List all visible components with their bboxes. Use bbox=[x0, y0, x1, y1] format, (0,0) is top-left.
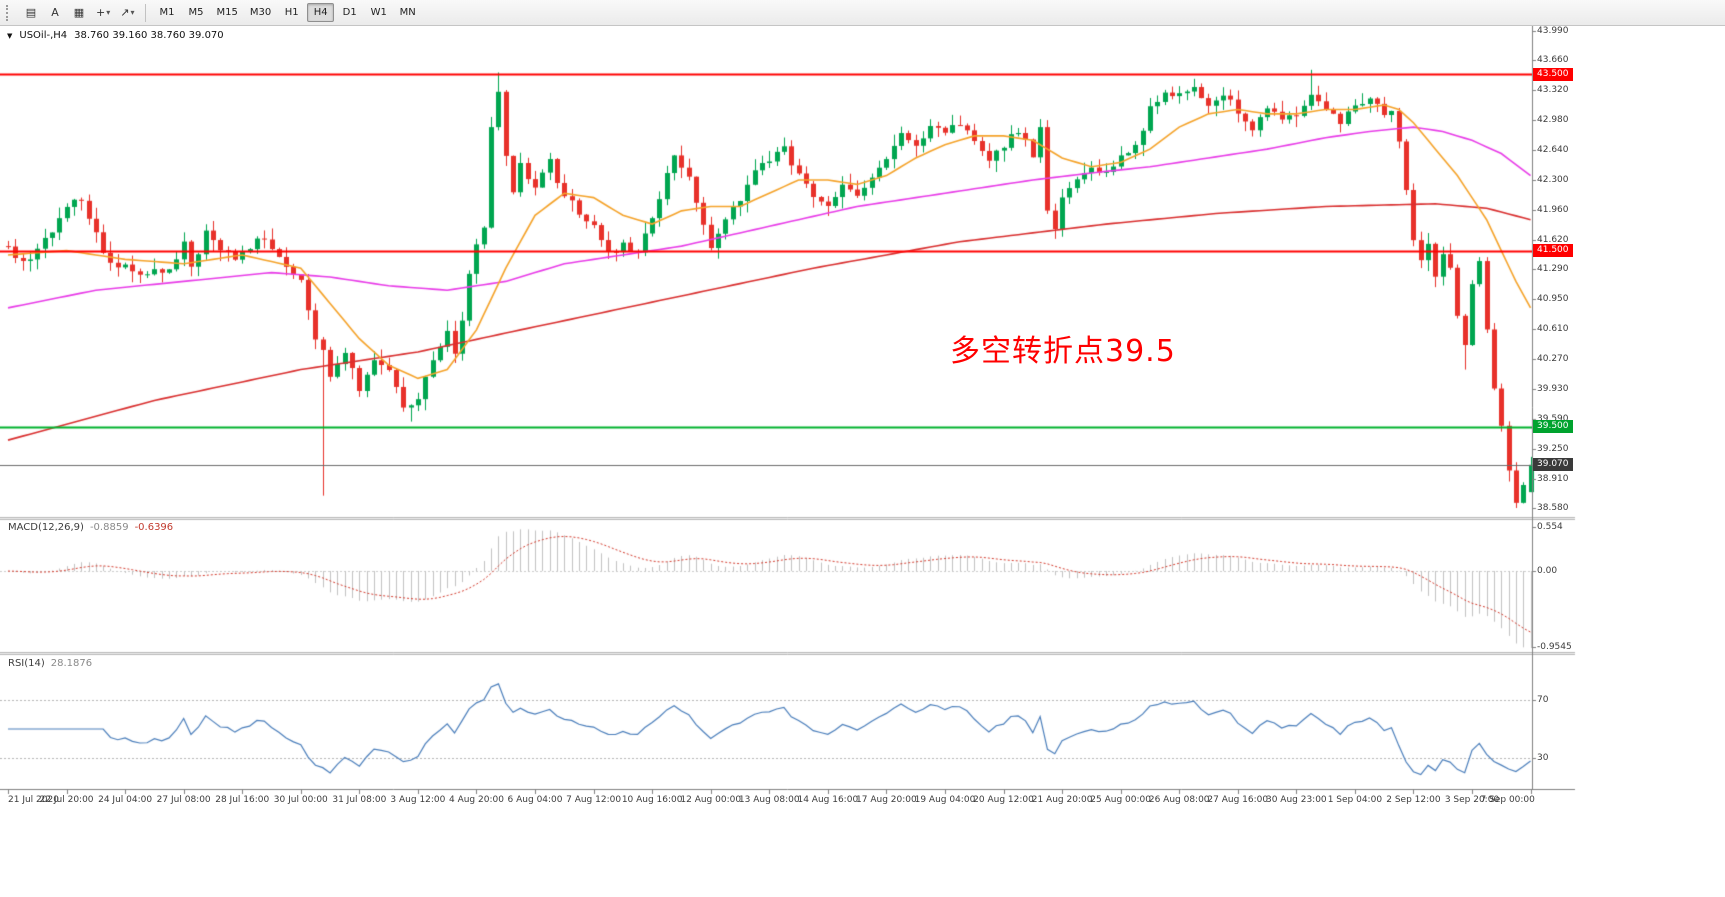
trendline-tool-icon: ↗ bbox=[120, 6, 130, 19]
ohlc-readout: 38.760 39.160 38.760 39.070 bbox=[74, 30, 224, 41]
hatch-pattern-tool-icon: ▤ bbox=[25, 6, 37, 19]
time-axis-label: 17 Aug 20:00 bbox=[856, 795, 917, 805]
price-axis-label: 42.300 bbox=[1537, 175, 1569, 185]
time-axis[interactable]: 21 Jul 2020 22 Jul 20:00 24 Jul 04:00 27 Ju… bbox=[0, 795, 1575, 810]
time-axis-label: 6 Aug 04:00 bbox=[507, 795, 563, 805]
time-axis-label: 20 Aug 12:00 bbox=[973, 795, 1034, 805]
timeframe-m5-button[interactable]: M5 bbox=[182, 3, 209, 22]
price-axis-label: 39.590 bbox=[1537, 413, 1569, 424]
timeframe-d1-button[interactable]: D1 bbox=[336, 3, 363, 22]
time-axis-label: 3 Aug 12:00 bbox=[390, 795, 446, 805]
macd-signal-value: -0.6396 bbox=[134, 522, 174, 533]
object-list-tool-button[interactable]: ▦ bbox=[68, 3, 90, 23]
time-axis-label: 31 Jul 08:00 bbox=[332, 795, 387, 805]
object-list-tool-icon: ▦ bbox=[73, 6, 85, 19]
time-axis-label: 30 Jul 00:00 bbox=[273, 795, 328, 805]
time-axis-label: 2 Sep 12:00 bbox=[1386, 795, 1441, 805]
time-axis-label: 24 Jul 04:00 bbox=[98, 795, 153, 805]
price-axis-label: 43.660 bbox=[1537, 55, 1569, 66]
timeframe-h1-button[interactable]: H1 bbox=[278, 3, 305, 22]
time-axis-label: 3 Sep 20:00 bbox=[1444, 795, 1500, 805]
chevron-down-icon: ▾ bbox=[130, 8, 135, 17]
price-axis-label: 38.910 bbox=[1537, 473, 1569, 484]
macd-axis-label: -0.9545 bbox=[1537, 642, 1572, 652]
macd-main-value: -0.8859 bbox=[89, 522, 129, 533]
price-axis-label: 43.990 bbox=[1537, 26, 1569, 36]
crosshair-tool-button[interactable]: + ▾ bbox=[92, 3, 114, 23]
time-axis-label: 10 Aug 16:00 bbox=[621, 795, 683, 805]
time-axis-label: 1 Sep 04:00 bbox=[1327, 795, 1383, 805]
time-axis-label: 27 Jul 08:00 bbox=[156, 795, 211, 805]
price-axis-label: 38.580 bbox=[1537, 502, 1569, 513]
chart-header: ▼ USOil-,H4 38.760 39.160 38.760 39.070 bbox=[7, 30, 224, 41]
crosshair-tool-icon: + bbox=[96, 6, 106, 19]
time-axis-label: 27 Aug 16:00 bbox=[1207, 795, 1269, 805]
timeframe-m30-button[interactable]: M30 bbox=[245, 3, 276, 22]
time-axis-label: 28 Jul 16:00 bbox=[215, 795, 270, 805]
time-axis-label: 25 Aug 00:00 bbox=[1090, 795, 1151, 805]
time-axis-label: 22 Jul 20:00 bbox=[39, 795, 94, 805]
macd-axis-label: 0.554 bbox=[1537, 522, 1563, 532]
resistance-line-price-label: 43.500 bbox=[1533, 67, 1573, 81]
price-axis-label: 40.950 bbox=[1537, 294, 1569, 305]
toolbar-separator bbox=[145, 3, 147, 22]
macd-indicator-label: MACD(12,26,9) -0.8859 -0.6396 bbox=[8, 522, 173, 533]
time-axis-label: 13 Aug 08:00 bbox=[738, 795, 800, 805]
text-tool-button[interactable]: A bbox=[44, 3, 66, 23]
text-tool-icon: A bbox=[51, 6, 59, 19]
price-axis-label: 39.930 bbox=[1537, 383, 1569, 394]
time-axis-label: 4 Aug 20:00 bbox=[448, 795, 504, 805]
rsi-name: RSI(14) bbox=[8, 658, 45, 669]
toolbar-grip[interactable] bbox=[6, 4, 13, 21]
support-line-price-label: 39.500 bbox=[1533, 420, 1573, 434]
price-axis-label: 41.620 bbox=[1537, 234, 1569, 245]
timeframe-group: M1 M5 M15 M30 H1 H4 D1 W1 MN bbox=[152, 3, 422, 22]
rsi-indicator-label: RSI(14) 28.1876 bbox=[8, 658, 92, 669]
chart-canvas[interactable] bbox=[0, 0, 1580, 815]
time-axis-label: 21 Jul 2020 bbox=[8, 795, 59, 805]
hatch-pattern-tool-button[interactable]: ▤ bbox=[20, 3, 42, 23]
price-axis-label: 43.320 bbox=[1537, 85, 1569, 96]
price-axis-label: 40.270 bbox=[1537, 353, 1569, 364]
rsi-value: 28.1876 bbox=[50, 658, 93, 669]
timeframe-m15-button[interactable]: M15 bbox=[211, 3, 242, 22]
toolbar: ▤ A ▦ + ▾ ↗ ▾ M1 M5 M15 M30 H1 H4 D1 W1 MN bbox=[0, 0, 1725, 26]
time-axis-label: 14 Aug 16:00 bbox=[797, 795, 859, 805]
price-axis-label: 42.980 bbox=[1537, 115, 1569, 126]
trendline-tool-button[interactable]: ↗ ▾ bbox=[116, 3, 138, 23]
price-axis-label: 41.290 bbox=[1537, 264, 1569, 275]
chart-text-annotation[interactable]: 多空转折点39.5 bbox=[950, 334, 1176, 369]
timeframe-h4-button[interactable]: H4 bbox=[307, 3, 335, 22]
time-axis-label: 26 Aug 08:00 bbox=[1148, 795, 1210, 805]
rsi-level-label: 30 bbox=[1537, 753, 1549, 763]
chevron-down-icon: ▾ bbox=[106, 8, 111, 17]
price-axis-label: 41.960 bbox=[1537, 204, 1569, 215]
time-axis-label: 12 Aug 00:00 bbox=[680, 795, 742, 805]
time-axis-label: 19 Aug 04:00 bbox=[914, 795, 976, 805]
current-price-label: 39.070 bbox=[1533, 458, 1573, 472]
collapse-arrow-icon[interactable]: ▼ bbox=[7, 31, 13, 40]
time-axis-label: 7 Sep 00:00 bbox=[1480, 795, 1535, 805]
timeframe-m1-button[interactable]: M1 bbox=[153, 3, 180, 22]
macd-axis: 0.554 0.00 -0.9545 bbox=[1537, 0, 1593, 815]
price-axis[interactable]: 43.990 43.660 43.320 42.980 42.640 42.300 41.9… bbox=[1537, 0, 1593, 815]
price-axis-label: 39.250 bbox=[1537, 443, 1569, 454]
time-axis-label: 21 Aug 20:00 bbox=[1031, 795, 1093, 805]
price-axis-label: 40.610 bbox=[1537, 324, 1569, 334]
macd-axis-label: 0.00 bbox=[1537, 566, 1558, 577]
price-axis-label: 42.640 bbox=[1537, 145, 1569, 156]
macd-name: MACD(12,26,9) bbox=[8, 522, 84, 533]
middle-line-price-label: 41.500 bbox=[1533, 244, 1573, 258]
rsi-level-label: 70 bbox=[1537, 695, 1549, 705]
rsi-axis: 70 30 bbox=[1537, 0, 1593, 815]
time-axis-label: 7 Aug 12:00 bbox=[566, 795, 622, 805]
timeframe-mn-button[interactable]: MN bbox=[394, 3, 421, 22]
drawing-tools-group: ▤ A ▦ + ▾ ↗ ▾ bbox=[19, 3, 139, 23]
time-axis-label: 30 Aug 23:00 bbox=[1265, 795, 1327, 805]
symbol-title: USOil-,H4 bbox=[19, 30, 68, 41]
timeframe-w1-button[interactable]: W1 bbox=[365, 3, 392, 22]
